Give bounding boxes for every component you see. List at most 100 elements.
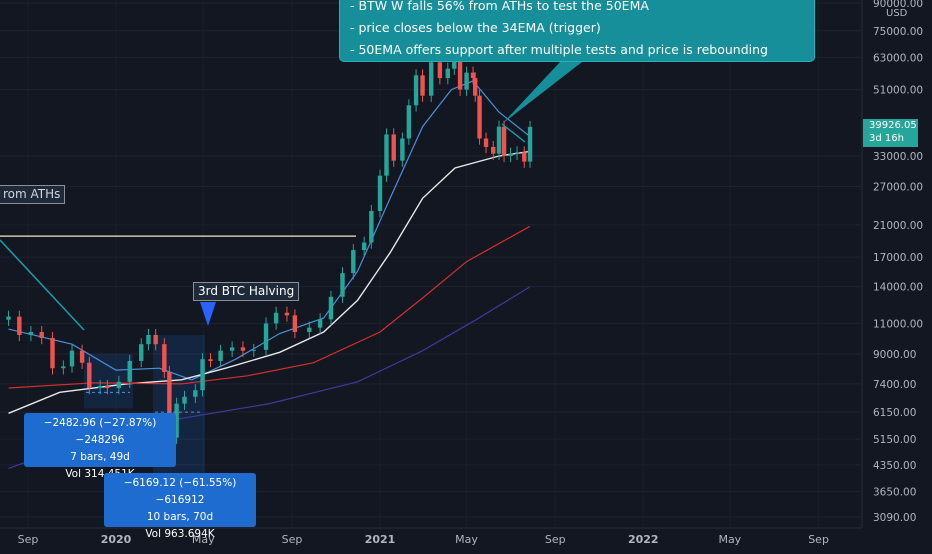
candle	[251, 349, 256, 351]
y-tick-label: 3650.00	[873, 487, 916, 499]
last-price-tag: 39926.05 3d 16h	[863, 119, 918, 147]
candle	[496, 126, 502, 154]
measure-region-1	[84, 354, 133, 409]
candle	[17, 316, 22, 335]
x-tick-label: 2021	[365, 533, 396, 546]
candle	[28, 331, 34, 335]
price-axis-bg	[862, 0, 932, 550]
callout-line: - 50EMA offers support after multiple te…	[350, 42, 768, 57]
halving-arrow-icon	[200, 302, 216, 326]
y-tick-label: 33000.00	[873, 151, 923, 163]
candle	[127, 360, 132, 382]
y-tick-label: 51000.00	[873, 85, 923, 97]
candle	[514, 152, 520, 154]
candle	[420, 75, 425, 96]
candle	[182, 396, 187, 404]
measure-volume: Vol 963.694K	[145, 528, 215, 540]
annotation-callout[interactable]: - BTW W falls 56% from ATHs to test the …	[339, 0, 815, 62]
candle	[470, 72, 476, 79]
candle	[361, 242, 367, 251]
y-tick-label: 75000.00	[873, 26, 923, 38]
y-tick-label: 14000.00	[873, 282, 923, 294]
candle	[464, 72, 469, 90]
candle	[391, 134, 396, 161]
bar-countdown: 3d 16h	[869, 133, 904, 144]
y-tick-label: 17000.00	[873, 252, 923, 264]
measure-box-1[interactable]: −2482.96 (−27.87%) −248296 7 bars, 49d V…	[24, 413, 176, 480]
y-tick-label: 11000.00	[873, 318, 923, 330]
candle	[105, 385, 110, 389]
candle	[491, 146, 496, 154]
y-unit-label: USD	[886, 8, 908, 19]
y-tick-label: 3090.00	[873, 512, 916, 524]
candle	[167, 371, 172, 438]
ema-line-100EMA	[8, 225, 531, 389]
candle	[377, 175, 383, 211]
y-tick-label: 9000.00	[873, 349, 916, 361]
x-tick-label: Sep	[282, 533, 303, 546]
candle	[146, 334, 151, 345]
candle	[473, 78, 478, 96]
candle	[328, 296, 334, 320]
candle	[437, 62, 443, 79]
candle	[307, 327, 312, 332]
candle	[384, 134, 389, 176]
measure-bars: 10 bars, 70d	[146, 511, 214, 523]
candle	[452, 57, 457, 69]
y-tick-label: 27000.00	[873, 182, 923, 194]
ema-line-34EMA	[8, 80, 531, 381]
candle	[522, 152, 527, 162]
x-tick-label: 2020	[101, 533, 132, 546]
halving-label[interactable]: 3rd BTC Halving	[193, 282, 300, 301]
candle	[97, 385, 103, 389]
candle	[292, 315, 298, 332]
measure-bars: 7 bars, 49d	[70, 451, 130, 463]
callout-line: - BTW W falls 56% from ATHs to test the …	[350, 0, 649, 13]
candle	[340, 273, 345, 297]
candle	[406, 105, 412, 139]
candle	[263, 323, 269, 350]
x-tick-label: Sep	[808, 533, 829, 546]
candle	[508, 153, 513, 156]
y-tick-label: 5150.00	[873, 434, 916, 446]
candle	[6, 316, 11, 320]
candle	[501, 126, 507, 156]
y-tick-label: 90000.00	[873, 0, 923, 10]
callout-pointer-line	[501, 123, 526, 143]
measure-box-2[interactable]: −6169.12 (−61.55%) −616912 10 bars, 70d …	[104, 473, 256, 540]
callout-pointer	[502, 62, 582, 124]
candle	[369, 210, 374, 243]
candle	[457, 57, 463, 90]
candle	[162, 344, 167, 372]
ema-line-50EMA	[8, 150, 531, 414]
candle	[218, 350, 223, 361]
candle	[79, 350, 85, 363]
candle	[400, 138, 405, 161]
candle	[193, 390, 198, 397]
candle	[477, 95, 482, 139]
candle	[116, 381, 122, 389]
candle	[153, 334, 158, 345]
x-tick-label: May	[718, 533, 741, 546]
measure-change: −6169.12 (−61.55%) −616912	[123, 477, 237, 506]
candle	[50, 337, 55, 369]
candle	[317, 319, 323, 328]
candle	[284, 312, 290, 316]
candle	[351, 250, 356, 274]
candle	[208, 359, 213, 361]
callout-line: - price closes below the 34EMA (trigger)	[350, 20, 601, 35]
y-tick-label: 4350.00	[873, 460, 916, 472]
x-tick-label: Sep	[545, 533, 566, 546]
candle	[229, 347, 235, 351]
ath-label[interactable]: rom ATHs	[0, 185, 66, 204]
candle	[429, 62, 434, 96]
candle	[273, 312, 279, 324]
y-tick-label: 21000.00	[873, 220, 923, 232]
y-tick-label: 7400.00	[873, 379, 916, 391]
candle	[174, 403, 179, 438]
x-tick-label: Sep	[18, 533, 39, 546]
y-tick-label: 6150.00	[873, 407, 916, 419]
candle	[527, 126, 533, 162]
